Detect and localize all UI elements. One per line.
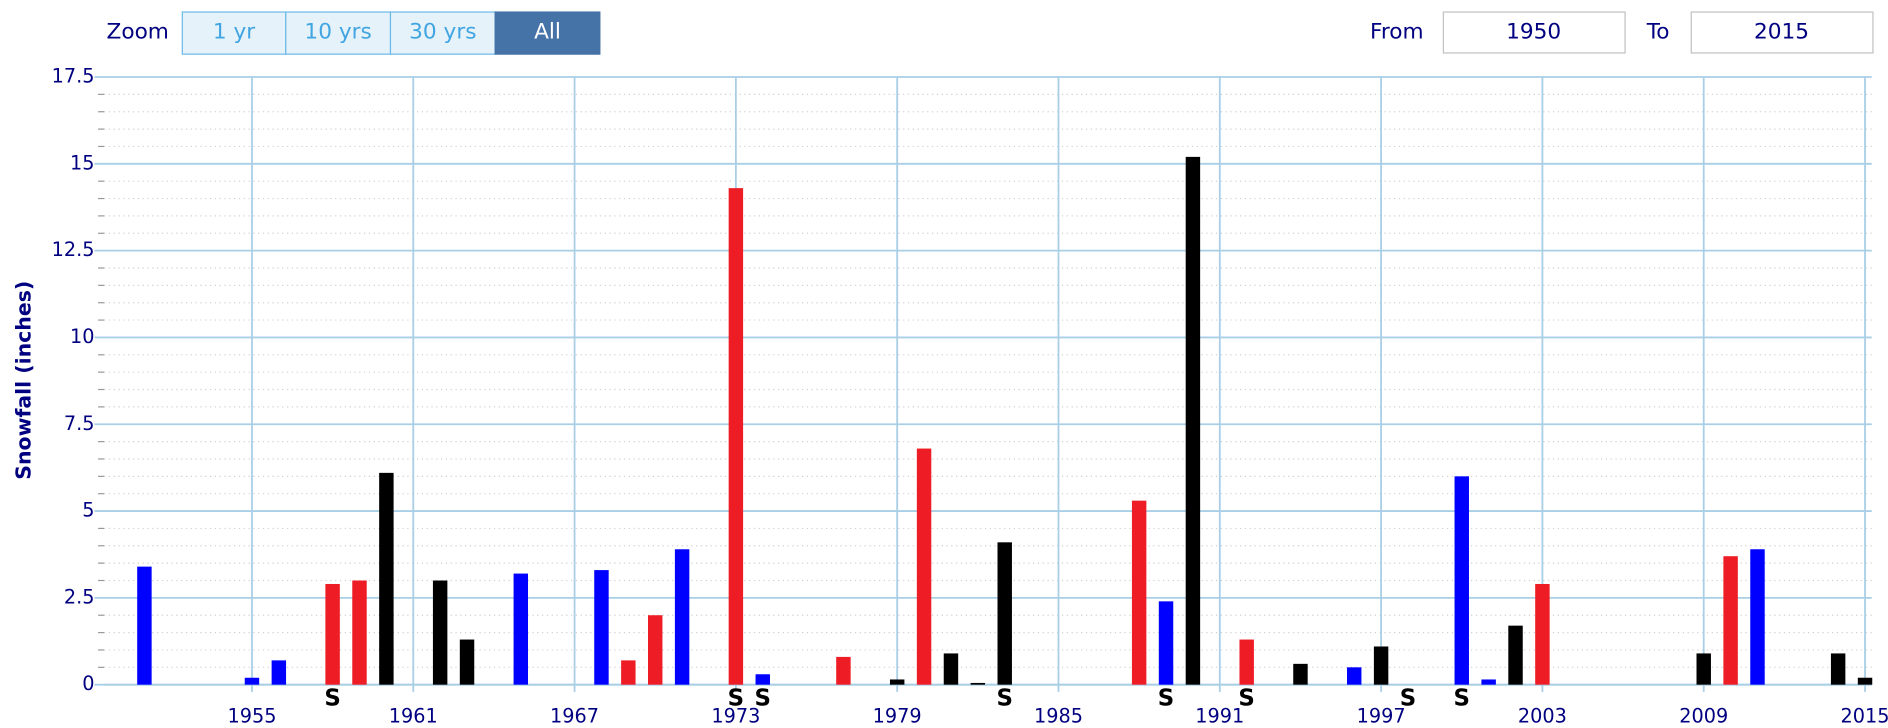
bar	[836, 656, 851, 685]
bar	[271, 660, 287, 685]
x-tick-label: 2003	[1518, 705, 1567, 728]
to-value[interactable]: 2015	[1754, 19, 1809, 44]
bar	[889, 679, 905, 685]
zoom-label: Zoom	[106, 19, 168, 44]
y-tick-label: 17.5	[52, 65, 95, 88]
bar	[1535, 583, 1550, 685]
annotation: S	[1454, 686, 1470, 712]
bar	[1857, 677, 1873, 685]
bar	[674, 549, 690, 685]
bar	[1750, 549, 1765, 685]
zoom-button[interactable]	[181, 11, 287, 55]
bar	[970, 682, 986, 685]
bar	[621, 660, 636, 685]
from-label: From	[1370, 19, 1424, 44]
bar	[1508, 625, 1523, 685]
zoom-button[interactable]	[494, 11, 601, 55]
x-tick-label: 1997	[1357, 705, 1406, 728]
from-input[interactable]	[1442, 11, 1626, 54]
annotation: S	[324, 686, 340, 712]
x-tick-label: 1973	[711, 705, 760, 728]
y-tick-label: 0	[82, 672, 94, 695]
bar	[648, 615, 663, 685]
zoom-button-label[interactable]: All	[534, 19, 561, 44]
bar	[1185, 156, 1201, 685]
x-tick-label: 1961	[389, 705, 438, 728]
annotation: S	[728, 686, 744, 712]
y-tick-label: 10	[70, 325, 95, 348]
bar	[325, 583, 340, 685]
from-value[interactable]: 1950	[1506, 19, 1561, 44]
zoom-button-label[interactable]: 1 yr	[213, 19, 255, 44]
to-input[interactable]	[1690, 11, 1874, 54]
annotation: S	[996, 686, 1012, 712]
bar	[432, 580, 448, 685]
bar	[244, 677, 260, 685]
bar	[1131, 500, 1147, 685]
x-tick-label: 1967	[550, 705, 599, 728]
zoom-button-label[interactable]: 30 yrs	[409, 19, 476, 44]
x-tick-label: 1985	[1034, 705, 1083, 728]
bar	[379, 472, 394, 685]
x-tick-label: 1991	[1195, 705, 1244, 728]
annotation: S	[1400, 686, 1416, 712]
bar	[916, 448, 932, 685]
bar	[1373, 646, 1389, 685]
x-tick-label: 2009	[1679, 705, 1728, 728]
annotation: S	[1238, 686, 1254, 712]
bar	[352, 580, 367, 685]
bar	[1696, 653, 1711, 685]
bar	[1830, 653, 1846, 685]
annotation: S	[1158, 686, 1174, 712]
bar	[1347, 667, 1362, 685]
bar	[997, 542, 1012, 685]
y-tick-label: 15	[70, 151, 95, 174]
annotation: S	[755, 686, 771, 712]
bar	[728, 188, 744, 685]
bar	[137, 566, 152, 685]
bar	[1239, 639, 1254, 685]
y-axis-label: Snowfall (inches)	[12, 281, 36, 480]
bar	[943, 653, 959, 685]
zoom-button[interactable]	[389, 11, 496, 55]
x-tick-label: 2015	[1841, 705, 1888, 728]
y-tick-label: 7.5	[64, 412, 95, 435]
bar	[459, 639, 475, 685]
x-tick-label: 1979	[873, 705, 922, 728]
y-tick-label: 5	[82, 499, 94, 522]
bar	[1454, 476, 1469, 685]
bar	[755, 674, 770, 685]
bar	[1158, 601, 1174, 685]
bar	[513, 573, 529, 685]
bar	[1293, 663, 1308, 685]
bar	[1481, 679, 1496, 685]
zoom-button-label[interactable]: 10 yrs	[304, 19, 371, 44]
x-tick-label: 1955	[227, 705, 276, 728]
y-tick-label: 2.5	[64, 585, 95, 608]
to-label: To	[1646, 19, 1670, 44]
bar	[594, 570, 609, 685]
y-tick-label: 12.5	[52, 238, 95, 261]
bar	[1723, 556, 1738, 685]
